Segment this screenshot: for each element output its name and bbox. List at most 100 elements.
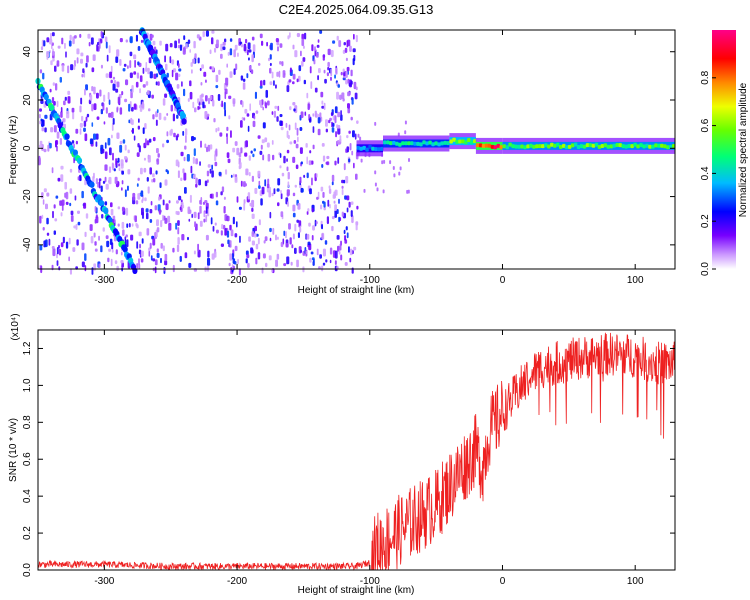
spectrogram-noise-cell	[381, 160, 384, 165]
spectrogram-noise-cell	[332, 40, 336, 44]
spectrogram-noise-cell	[146, 212, 149, 220]
spectrogram-noise-cell	[110, 202, 113, 208]
spectrogram-noise-cell	[338, 251, 341, 255]
spectrogram-noise-cell	[118, 163, 120, 167]
spectrogram-noise-cell	[297, 232, 300, 239]
spectrogram-carrier-cell	[440, 141, 444, 146]
spectrogram-noise-cell	[266, 142, 270, 148]
spectrogram-noise-cell	[42, 72, 45, 80]
spectrogram-noise-cell	[287, 171, 290, 180]
spectrogram-noise-cell	[166, 170, 169, 175]
spectrogram-noise-cell	[94, 241, 97, 246]
snr-y-tick-label: 1.0	[22, 378, 33, 392]
spectrogram-carrier-cell	[508, 142, 512, 147]
spectrogram-noise-cell	[220, 43, 223, 52]
spectrogram-noise-cell	[305, 250, 308, 254]
spectrogram-noise-cell	[48, 142, 52, 149]
spectrogram-noise-cell	[95, 141, 98, 147]
spectrogram-noise-cell	[76, 239, 79, 246]
spectrogram-noise-cell	[204, 143, 207, 149]
spectrogram-noise-cell	[66, 110, 70, 119]
spectrogram-noise-cell	[212, 225, 215, 232]
spectrogram-noise-cell	[279, 153, 282, 158]
spectrogram-noise-cell	[286, 158, 288, 162]
spectrogram-noise-cell	[399, 166, 402, 171]
spectrogram-noise-cell	[205, 95, 208, 102]
spectrogram-noise-cell	[170, 104, 173, 112]
spectrogram-noise-cell	[50, 32, 52, 40]
spectrogram-noise-cell	[222, 46, 226, 51]
spectrogram-noise-cell	[83, 120, 87, 127]
spectrogram-noise-cell	[337, 127, 341, 135]
spectrogram-noise-cell	[157, 153, 160, 158]
spectrogram-noise-cell	[245, 258, 248, 264]
spectrogram-noise-cell	[352, 58, 355, 66]
spectrogram-noise-cell	[134, 215, 137, 223]
spectrogram-noise-cell	[322, 191, 325, 198]
spectrogram-carrier-cell	[657, 143, 661, 148]
spectrogram-noise-cell	[139, 88, 141, 94]
spectrogram-noise-cell	[226, 133, 228, 138]
colorbar-gradient	[712, 30, 736, 269]
spectrogram-noise-cell	[166, 131, 169, 137]
snr-y-tick-label: 0.6	[22, 452, 33, 466]
spectrogram-noise-cell	[279, 61, 282, 65]
spectrogram-carrier-cell	[398, 142, 402, 147]
spectrogram-noise-cell	[181, 234, 185, 241]
spectrogram-noise-cell	[353, 246, 357, 251]
spectrogram-noise-cell	[276, 188, 280, 192]
spectrogram-noise-cell	[179, 206, 182, 211]
spectrogram-noise-cell	[217, 94, 221, 101]
spectrogram-noise-cell	[299, 176, 302, 184]
spectrogram-noise-cell	[196, 34, 200, 39]
spectrogram-noise-cell	[223, 196, 226, 200]
spectrogram-streak-point	[103, 207, 109, 215]
spectrogram-noise-cell	[81, 242, 85, 251]
spectrogram-noise-cell	[172, 113, 175, 122]
spectrogram-carrier-cell	[636, 144, 640, 149]
spectrogram-carrier-cell	[535, 144, 539, 149]
spectrogram-noise-cell	[56, 131, 60, 139]
spectrogram-noise-cell	[221, 224, 224, 230]
spectrogram-noise-cell	[240, 75, 244, 81]
spectrogram-noise-cell	[352, 48, 356, 53]
spectrogram-noise-cell	[246, 73, 249, 79]
spectrogram-noise-cell	[162, 245, 165, 252]
spectrogram-noise-cell	[277, 46, 279, 52]
spectrogram-noise-cell	[104, 164, 108, 171]
spectrogram-noise-cell	[280, 126, 284, 131]
spectrogram-noise-cell	[52, 82, 55, 86]
spectrogram-noise-cell	[227, 158, 231, 164]
spectrogram-noise-cell	[243, 199, 246, 205]
spectrogram-noise-cell	[64, 42, 66, 49]
spectrogram-noise-cell	[280, 241, 284, 248]
snr-series-line-layer	[37, 332, 676, 571]
spectrogram-noise-cell	[353, 162, 355, 169]
spectrogram-noise-cell	[231, 253, 234, 260]
spectrogram-noise-cell	[61, 64, 65, 72]
spectrogram-noise-cell	[178, 68, 182, 72]
snr-x-tick-label: 100	[627, 576, 644, 587]
spectrogram-noise-cell	[169, 130, 173, 136]
spectrogram-carrier-cell	[532, 144, 536, 149]
spectrogram-noise-cell	[57, 45, 61, 49]
spectrogram-noise-cell	[71, 140, 75, 144]
spectrogram-noise-cell	[329, 247, 333, 255]
spectrogram-streak-point	[72, 149, 78, 156]
spectrogram-noise-cell	[243, 183, 247, 187]
spectrogram-noise-cell	[320, 204, 323, 210]
spectrogram-noise-cell	[227, 215, 230, 222]
spectrogram-noise-cell	[209, 95, 213, 101]
spectrogram-noise-cell	[134, 59, 136, 68]
spectrogram-noise-cell	[105, 73, 109, 78]
spectrogram-x-tick-label: -200	[227, 275, 247, 286]
spectrogram-noise-cell	[115, 88, 119, 93]
spectrogram-noise-cell	[111, 249, 114, 253]
spectrogram-noise-cell	[273, 110, 276, 118]
spectrogram-noise-cell	[73, 64, 76, 70]
spectrogram-noise-cell	[331, 181, 334, 186]
spectrogram-noise-cell	[229, 71, 233, 78]
spectrogram-noise-cell	[142, 67, 145, 74]
spectrogram-noise-cell	[194, 221, 196, 228]
